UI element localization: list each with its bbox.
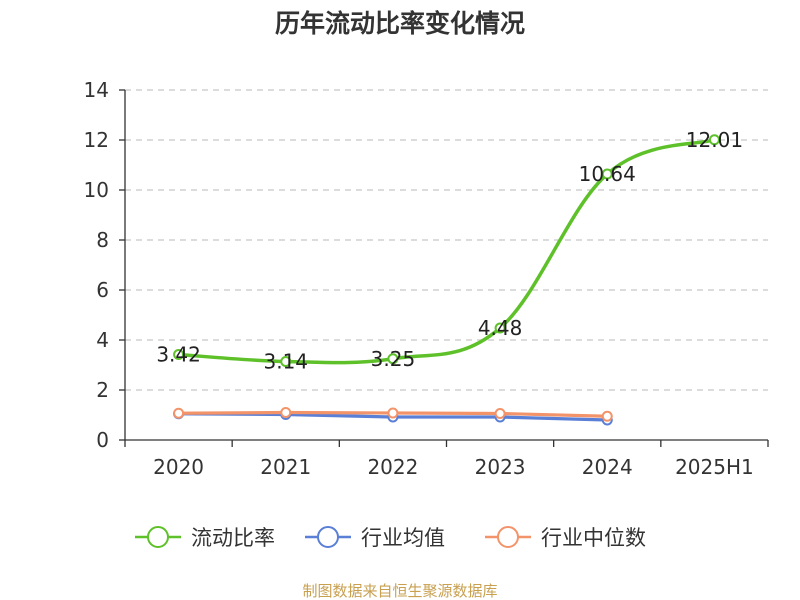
y-tick-label: 6: [96, 278, 109, 302]
source-note: 制图数据来自恒生聚源数据库: [302, 582, 497, 600]
x-tick-label-2021: 2021: [260, 455, 311, 479]
y-tick-label: 2: [96, 378, 109, 402]
series-point-2-2022[interactable]: [387, 407, 399, 419]
x-tick-label-2020: 2020: [153, 455, 204, 479]
series-point-0-2022[interactable]: [387, 353, 399, 365]
series-layer: [173, 134, 720, 426]
y-tick-label: 8: [96, 228, 109, 252]
legend-marker: [147, 526, 169, 548]
y-tick-label: 0: [96, 428, 109, 452]
legend-label: 行业均值: [361, 526, 445, 550]
legend-item-1[interactable]: 行业均值: [305, 526, 445, 550]
legend-marker: [317, 526, 339, 548]
series-point-2-2020[interactable]: [173, 407, 185, 419]
data-label-2025h1: 12.01: [686, 128, 743, 152]
series-point-0-2023[interactable]: [494, 322, 506, 334]
series-point-2-2024[interactable]: [601, 410, 613, 422]
grid-lines: [125, 89, 768, 391]
legend-label: 流动比率: [191, 526, 275, 550]
series-point-0-2020[interactable]: [173, 349, 185, 360]
y-tick-label: 4: [96, 328, 109, 352]
legend-marker: [497, 526, 519, 548]
series-point-0-2021[interactable]: [280, 356, 292, 367]
y-tick-label: 14: [84, 78, 109, 102]
data-label-2023: 4.48: [478, 316, 523, 340]
chart-title: 历年流动比率变化情况: [275, 9, 525, 38]
data-label-2020: 3.42: [156, 343, 201, 367]
series-point-2-2023[interactable]: [494, 408, 506, 419]
series-point-0-2025h1[interactable]: [708, 134, 720, 146]
axes: 0 2 4 6 8 10 12 14 2020 2021 2022 2023 2024 2025H1: [84, 78, 769, 479]
data-label-2021: 3.14: [263, 350, 308, 374]
legend-label: 行业中位数: [541, 526, 646, 550]
x-tick-label-2023: 2023: [475, 455, 526, 479]
series-point-0-2024[interactable]: [601, 168, 613, 180]
y-tick-label: 10: [84, 178, 109, 202]
data-labels: 3.42 3.14 3.25 4.48 10.64 12.01: [156, 128, 743, 374]
legend[interactable]: 流动比率 行业均值 行业中位数: [135, 526, 646, 550]
x-tick-label-2022: 2022: [367, 455, 418, 479]
legend-item-0[interactable]: 流动比率: [135, 526, 275, 550]
x-tick-label-2025h1: 2025H1: [675, 455, 754, 479]
series-point-2-2021[interactable]: [280, 407, 292, 418]
legend-item-2[interactable]: 行业中位数: [485, 526, 646, 550]
y-tick-label: 12: [84, 128, 109, 152]
data-label-2022: 3.25: [371, 347, 416, 371]
data-label-2024: 10.64: [579, 162, 636, 186]
x-tick-label-2024: 2024: [582, 455, 633, 479]
